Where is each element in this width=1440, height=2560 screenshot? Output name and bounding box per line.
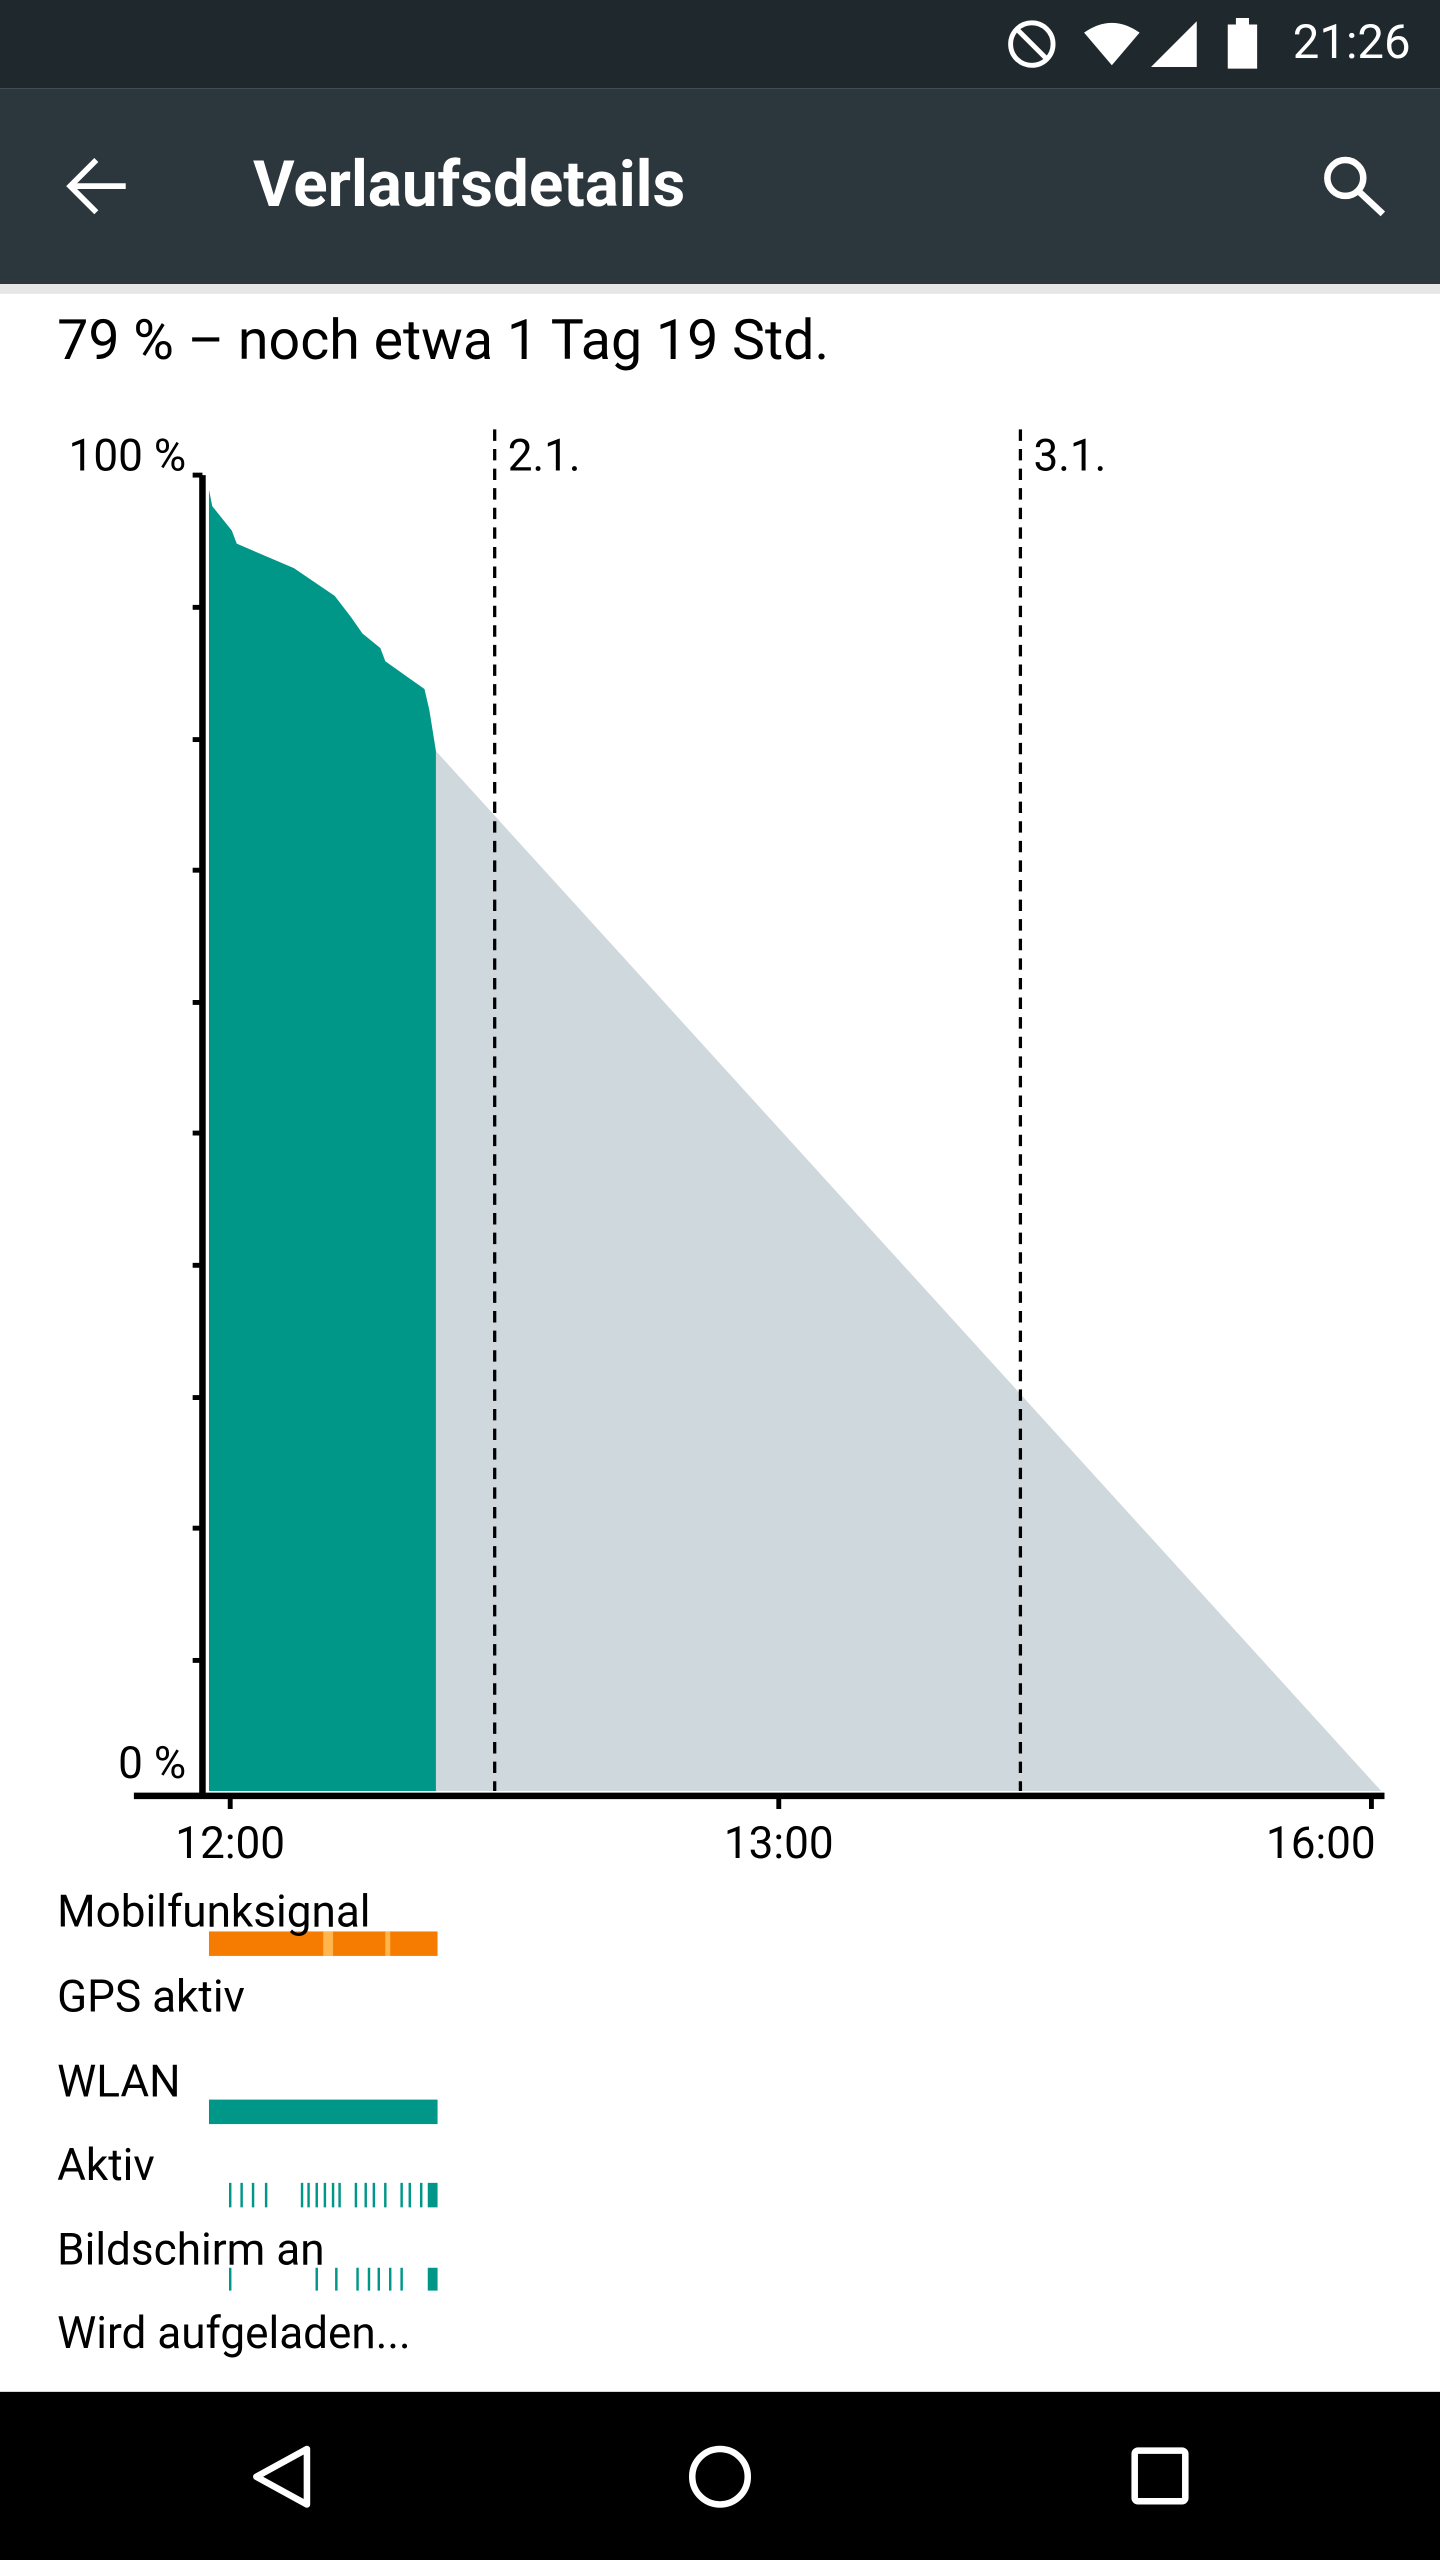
wifi-bar xyxy=(208,2099,438,2125)
screen-block xyxy=(427,2267,438,2291)
date-label: 2.1. xyxy=(508,429,581,481)
prediction-area xyxy=(435,751,1382,1792)
row-label: Wird aufgeladen... xyxy=(57,2307,410,2359)
date-lines xyxy=(493,429,1023,1792)
y-label: 0 % xyxy=(118,1737,186,1789)
state-rows: Mobilfunksignal GPS aktiv WLAN Aktiv Bil… xyxy=(57,1886,438,2359)
active-block xyxy=(427,2182,438,2208)
x-label: 13:00 xyxy=(724,1817,834,1869)
nav-back[interactable] xyxy=(253,2445,311,2508)
status-bar xyxy=(0,0,1440,89)
screen-ticks xyxy=(228,2267,403,2291)
summary: 79 % – noch etwa 1 Tag 19 Std. xyxy=(57,308,829,373)
signal-bar-part xyxy=(323,1931,334,1956)
date-label: 3.1. xyxy=(1033,429,1106,481)
search-button[interactable] xyxy=(1324,156,1386,217)
history-area xyxy=(208,489,436,1792)
x-ticks xyxy=(227,1795,1374,1809)
toolbar-title: Verlaufsdetails xyxy=(253,147,685,222)
back-button[interactable] xyxy=(66,157,126,215)
nav-bar xyxy=(0,2391,1440,2560)
x-label: 16:00 xyxy=(1266,1817,1376,1869)
dnd-icon xyxy=(1008,20,1056,68)
row-label: Mobilfunksignal xyxy=(57,1886,370,1938)
y-ticks xyxy=(192,472,203,1663)
x-label: 12:00 xyxy=(175,1817,285,1869)
signal-bar-part xyxy=(385,1931,391,1956)
toolbar xyxy=(0,88,1440,285)
active-ticks xyxy=(228,2182,423,2208)
nav-home[interactable] xyxy=(688,2445,752,2508)
wifi-icon xyxy=(1084,22,1140,66)
signal-icon xyxy=(1151,21,1197,67)
row-label: GPS aktiv xyxy=(57,1971,245,2023)
toolbar-shadow xyxy=(0,284,1440,294)
battery-icon xyxy=(1227,17,1258,69)
nav-recents[interactable] xyxy=(1131,2447,1189,2505)
row-label: Bildschirm an xyxy=(57,2224,324,2276)
row-label: Aktiv xyxy=(57,2139,155,2191)
battery-chart: 100 % 0 % 2.1. 3.1. 12:00 13:00 16:00 xyxy=(69,429,1385,1869)
row-label: WLAN xyxy=(57,2056,180,2108)
y-label: 100 % xyxy=(69,429,187,481)
clock: 21:26 xyxy=(1293,14,1411,70)
